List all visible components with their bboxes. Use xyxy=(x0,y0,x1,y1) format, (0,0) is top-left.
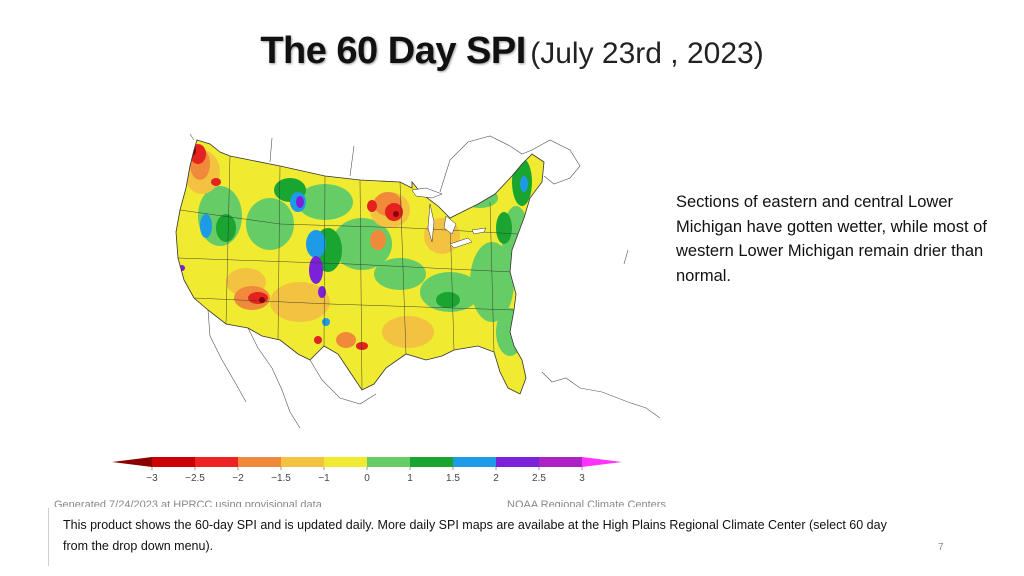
spi-field xyxy=(176,140,544,394)
legend-tick-label: 2.5 xyxy=(532,473,546,484)
legend-tick-label: −2 xyxy=(232,473,244,484)
legend-tick-label: −2.5 xyxy=(185,473,205,484)
legend-tick-label: 3 xyxy=(579,473,585,484)
legend-swatch xyxy=(238,457,282,467)
legend-swatch xyxy=(539,457,583,467)
spi-legend: −3 −2.5 −2 −1.5 −1 0 1 1.5 2 2.5 3 xyxy=(108,452,628,488)
legend-swatch xyxy=(410,457,454,467)
legend-arrow-left xyxy=(112,457,152,467)
conus-outline xyxy=(175,139,545,395)
credit-generated: Generated 7/24/2023 at HPRCC using provi… xyxy=(54,499,322,507)
spi-map-svg xyxy=(175,133,661,429)
legend-colorbar: −3 −2.5 −2 −1.5 −1 0 1 1.5 2 2.5 3 xyxy=(112,457,622,484)
title-date: (July 23rd , 2023) xyxy=(530,37,764,70)
map-commentary: Sections of eastern and central Lower Mi… xyxy=(676,193,987,285)
legend-swatch xyxy=(281,457,325,467)
legend-swatch xyxy=(367,457,411,467)
legend-tick-label: 1 xyxy=(407,473,413,484)
spi-map xyxy=(150,132,670,432)
slide-title: The 60 Day SPI (July 23rd , 2023) xyxy=(0,30,1024,73)
legend-tick-label: 1.5 xyxy=(446,473,460,484)
credit-noaa: NOAA Regional Climate Centers xyxy=(507,499,666,507)
context-lines xyxy=(189,133,661,429)
slide-number: 7 xyxy=(938,542,944,553)
legend-tick-label: −1.5 xyxy=(271,473,291,484)
title-main: The 60 Day SPI xyxy=(260,30,526,72)
legend-swatch xyxy=(324,457,368,467)
legend-swatch xyxy=(496,457,540,467)
legend-swatch xyxy=(453,457,497,467)
legend-swatch xyxy=(195,457,239,467)
legend-swatch xyxy=(152,457,196,467)
legend-tick-label: 2 xyxy=(493,473,499,484)
legend-tick-label: 0 xyxy=(364,473,370,484)
legend-tick-label: −3 xyxy=(146,473,158,484)
caption-box: This product shows the 60-day SPI and is… xyxy=(48,508,909,566)
caption-text: This product shows the 60-day SPI and is… xyxy=(63,518,887,553)
great-lakes xyxy=(411,187,487,249)
legend-arrow-right xyxy=(582,457,622,467)
legend-tick-label: −1 xyxy=(318,473,330,484)
